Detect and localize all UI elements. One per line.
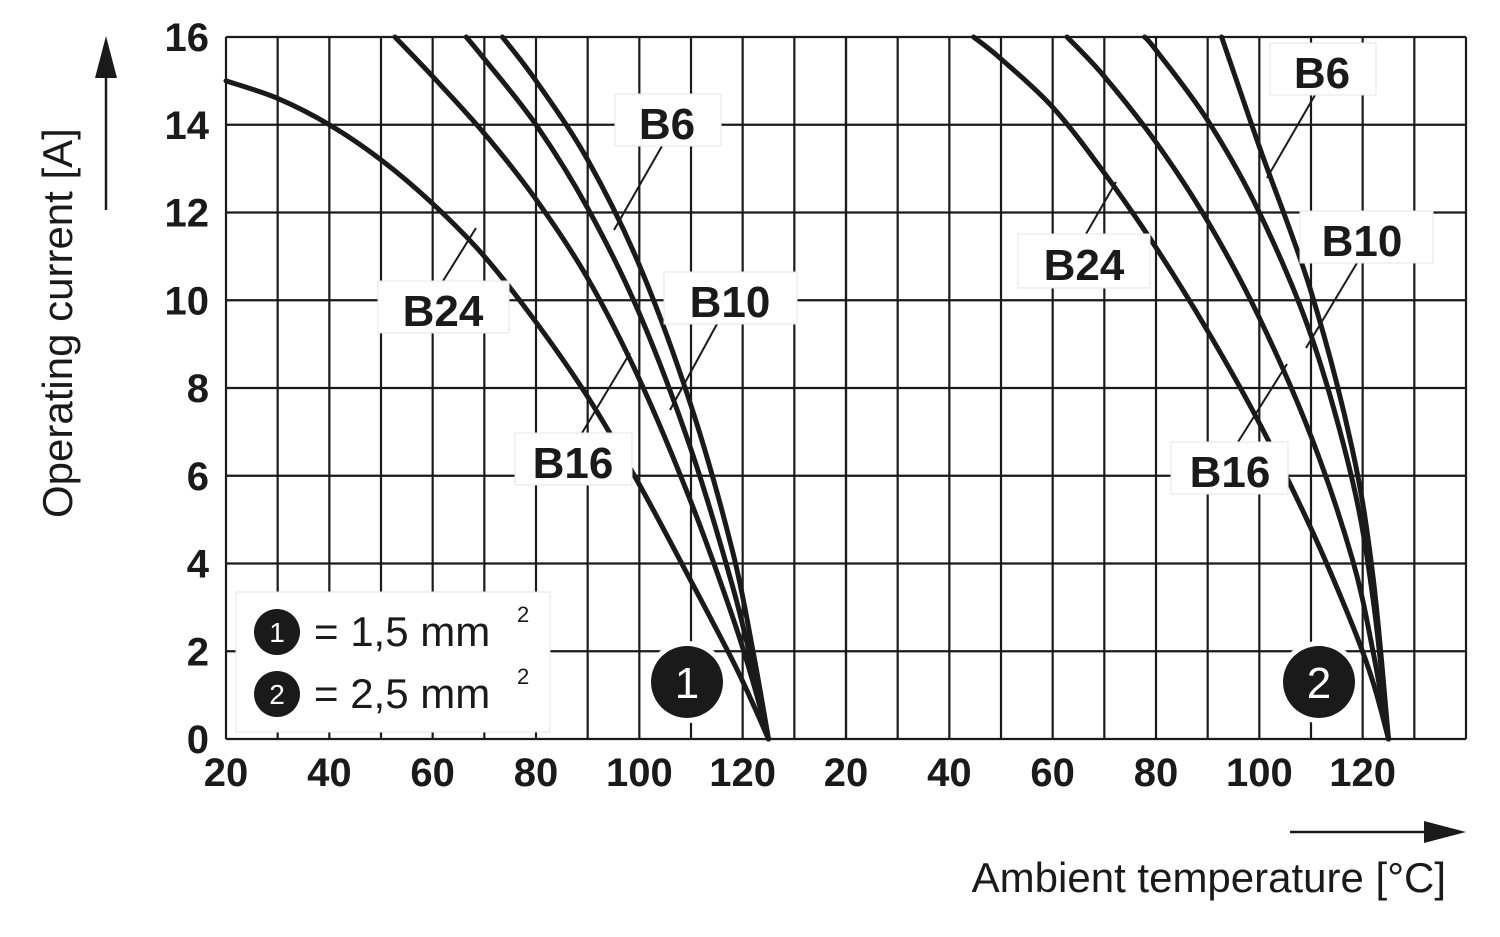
x-axis-title: Ambient temperature [°C] bbox=[972, 854, 1446, 901]
x-tick-label: 20 bbox=[204, 751, 249, 795]
y-tick-label: 8 bbox=[187, 367, 209, 411]
y-tick-label: 16 bbox=[165, 16, 210, 60]
curve-label-box bbox=[1299, 210, 1434, 264]
curve-b6-panel-2 bbox=[1219, 34, 1391, 742]
y-axis-title: Operating current [A] bbox=[34, 128, 81, 518]
panel-2-badge: 2 bbox=[1278, 641, 1360, 723]
svg-text:2: 2 bbox=[517, 602, 529, 627]
x-tick-label: 80 bbox=[514, 751, 559, 795]
svg-text:1: 1 bbox=[675, 659, 699, 708]
curve-label-b6: B6 bbox=[639, 100, 695, 149]
svg-text:= 2,5 mm: = 2,5 mm bbox=[314, 670, 490, 717]
y-tick-label: 0 bbox=[187, 718, 209, 762]
svg-text:= 1,5 mm: = 1,5 mm bbox=[314, 608, 490, 655]
curve-label-box bbox=[614, 93, 722, 147]
curve-label-b6: B6 bbox=[1294, 49, 1350, 98]
curve-b16-panel-1 bbox=[392, 34, 771, 742]
curve-label-box bbox=[514, 432, 633, 486]
curve-label-box bbox=[1269, 42, 1377, 96]
curve-b6-panel-1 bbox=[499, 34, 771, 742]
y-tick-label: 12 bbox=[165, 192, 210, 236]
x-axis-arrow bbox=[1290, 821, 1466, 843]
x-tick-label: 40 bbox=[307, 751, 352, 795]
y-tick-label: 10 bbox=[165, 279, 210, 323]
x-tick-label: 80 bbox=[1134, 751, 1179, 795]
legend: 1 = 1,5 mm 2 2 = 2,5 mm 2 bbox=[235, 591, 551, 733]
label-leader-line bbox=[1237, 363, 1288, 443]
legend-item-1: 1 = 1,5 mm 2 bbox=[254, 602, 529, 655]
label-leader-line bbox=[1266, 94, 1316, 179]
x-tick-label: 120 bbox=[709, 751, 776, 795]
label-leader-line bbox=[1085, 181, 1117, 235]
curve-b16-panel-2 bbox=[1064, 34, 1391, 742]
curve-b10-panel-1 bbox=[463, 34, 771, 742]
x-tick-label: 60 bbox=[410, 751, 455, 795]
curve-label-box bbox=[1170, 441, 1289, 495]
svg-text:2: 2 bbox=[1307, 659, 1331, 708]
y-tick-label: 4 bbox=[187, 543, 210, 587]
svg-text:2: 2 bbox=[517, 664, 529, 689]
curve-label-b24: B24 bbox=[403, 287, 484, 336]
x-tick-label: 40 bbox=[927, 751, 972, 795]
svg-text:1: 1 bbox=[269, 617, 285, 648]
y-axis-arrow bbox=[95, 36, 117, 210]
panel-1-badge: 1 bbox=[646, 641, 728, 723]
curve-label-box bbox=[377, 280, 510, 334]
y-tick-label: 2 bbox=[187, 630, 209, 674]
y-tick-label: 14 bbox=[165, 104, 210, 148]
label-leader-line bbox=[1305, 262, 1358, 349]
curve-label-b24: B24 bbox=[1044, 241, 1125, 290]
y-tick-label: 6 bbox=[187, 455, 209, 499]
curve-label-b10: B10 bbox=[690, 278, 771, 327]
x-tick-label: 100 bbox=[606, 751, 673, 795]
curve-label-box bbox=[1017, 233, 1151, 289]
label-leader-line bbox=[613, 145, 663, 231]
label-leader-line bbox=[581, 352, 631, 434]
curve-b10-panel-2 bbox=[1142, 34, 1391, 742]
curve-b24-panel-1 bbox=[223, 78, 771, 742]
svg-text:2: 2 bbox=[269, 679, 285, 710]
x-tick-label: 120 bbox=[1329, 751, 1396, 795]
label-leader-line bbox=[442, 227, 477, 282]
curve-label-box bbox=[663, 271, 798, 325]
legend-item-2: 2 = 2,5 mm 2 bbox=[254, 664, 529, 717]
curve-b24-panel-2 bbox=[971, 34, 1391, 742]
x-tick-label: 60 bbox=[1030, 751, 1075, 795]
x-tick-label: 100 bbox=[1226, 751, 1293, 795]
label-leader-line bbox=[669, 323, 718, 411]
curve-labels: B24 B16 B10 B6 B24 B16 B10 B6 bbox=[377, 42, 1434, 497]
curve-label-b16: B16 bbox=[1190, 448, 1271, 497]
curves bbox=[223, 34, 1391, 742]
x-tick-label: 20 bbox=[824, 751, 869, 795]
curve-label-b10: B10 bbox=[1322, 217, 1403, 266]
curve-label-b16: B16 bbox=[533, 439, 614, 488]
